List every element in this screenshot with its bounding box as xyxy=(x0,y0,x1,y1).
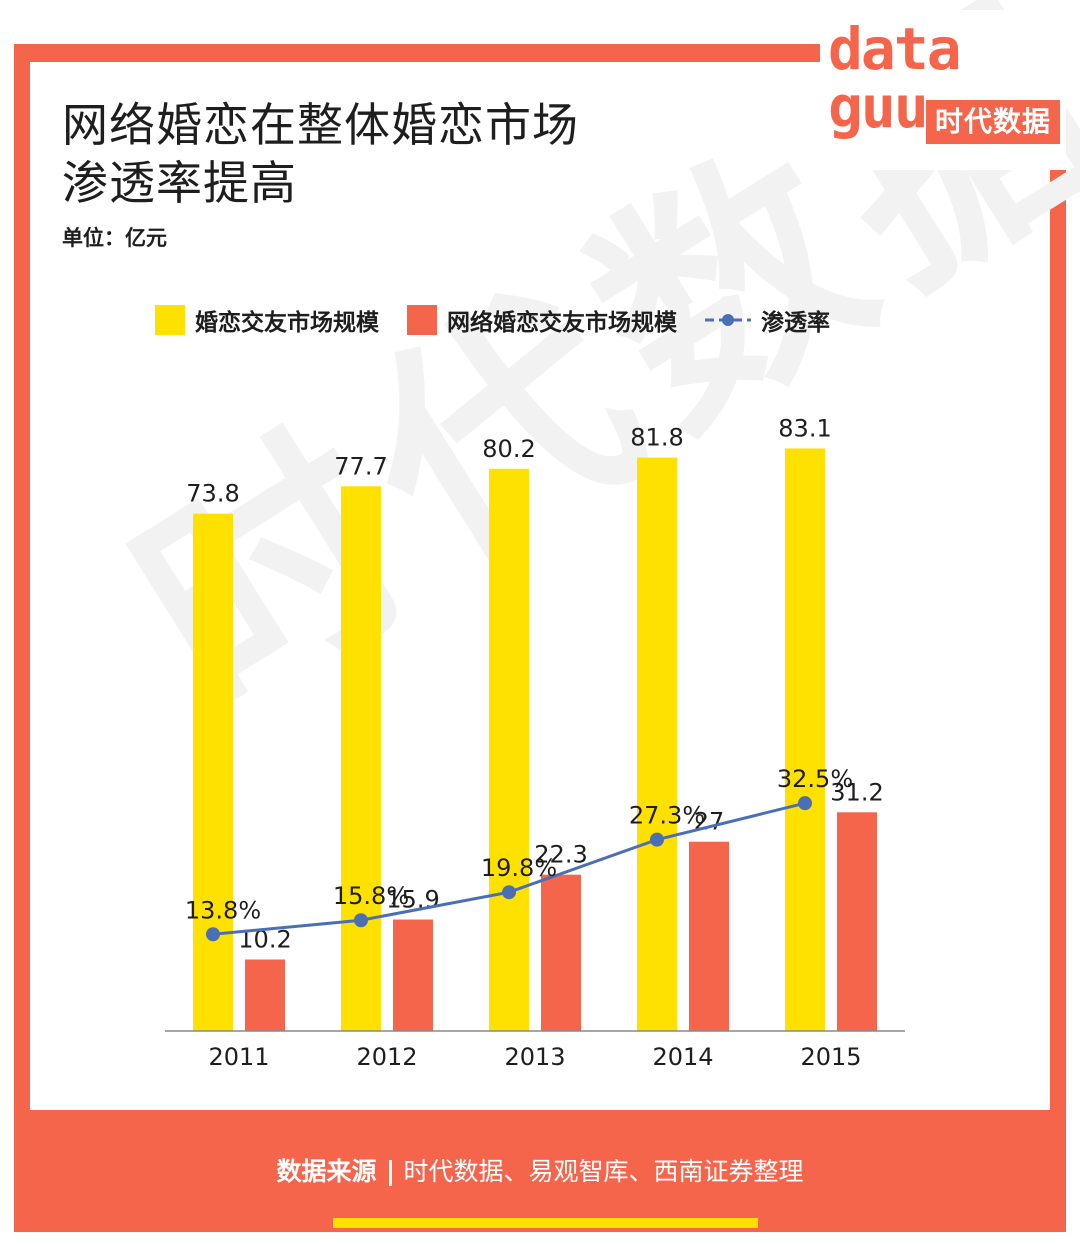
bar-total-2015 xyxy=(785,448,825,1031)
legend-label-rate: 渗透率 xyxy=(761,310,830,336)
rate-label-2015: 32.5% xyxy=(777,765,853,793)
page-title: 网络婚恋在整体婚恋市场 渗透率提高 xyxy=(62,96,579,212)
footer-source-text: 时代数据、易观智库、西南证券整理 xyxy=(403,1157,804,1186)
legend-swatch-total xyxy=(155,305,185,335)
legend-label-total: 婚恋交友市场规模 xyxy=(195,310,379,336)
data-label-total-2011: 73.8 xyxy=(186,480,239,508)
footer-source-label: 数据来源 xyxy=(276,1157,377,1186)
legend-label-online: 网络婚恋交友市场规模 xyxy=(447,310,677,336)
legend-item-rate: 渗透率 xyxy=(705,303,830,337)
rate-label-2012: 15.8% xyxy=(333,882,409,910)
x-tick-2013: 2013 xyxy=(504,1043,565,1071)
bar-online-2014 xyxy=(689,841,729,1031)
data-label-total-2013: 80.2 xyxy=(482,435,535,463)
brand-logo: data guu 时代数据 xyxy=(820,10,1066,170)
logo-badge: 时代数据 xyxy=(926,100,1060,144)
rate-label-2011: 13.8% xyxy=(185,896,261,924)
data-label-online-2014: 27 xyxy=(694,808,725,836)
title-line-2: 渗透率提高 xyxy=(62,156,297,210)
x-tick-2012: 2012 xyxy=(356,1043,417,1071)
x-tick-2015: 2015 xyxy=(800,1043,861,1071)
rate-label-2014: 27.3% xyxy=(629,802,705,830)
x-tick-2014: 2014 xyxy=(652,1043,713,1071)
rate-point-2014 xyxy=(650,832,664,847)
legend-swatch-online xyxy=(407,305,437,335)
data-label-total-2014: 81.8 xyxy=(630,424,683,452)
bar-total-2012 xyxy=(341,486,381,1031)
bottom-accent-bar xyxy=(333,1218,758,1228)
legend-item-total: 婚恋交友市场规模 xyxy=(155,303,379,337)
rate-point-2015 xyxy=(798,796,812,811)
bar-total-2014 xyxy=(637,457,677,1031)
rate-point-2012 xyxy=(354,913,368,928)
footer-separator xyxy=(388,1160,392,1186)
logo-wordmark: data guu xyxy=(828,15,962,141)
data-label-total-2015: 83.1 xyxy=(778,414,831,442)
data-label-online-2015: 31.2 xyxy=(830,778,883,806)
rate-point-2011 xyxy=(206,927,220,942)
bar-online-2015 xyxy=(837,812,877,1031)
bar-online-2011 xyxy=(245,959,285,1031)
bar-total-2011 xyxy=(193,513,233,1031)
bar-online-2012 xyxy=(393,919,433,1031)
legend-item-online: 网络婚恋交友市场规模 xyxy=(407,303,677,337)
unit-label: 单位：亿元 xyxy=(62,226,167,250)
x-tick-2011: 2011 xyxy=(208,1043,269,1071)
data-label-total-2012: 77.7 xyxy=(334,452,387,480)
data-label-online-2013: 22.3 xyxy=(534,841,587,869)
legend-line-rate-icon xyxy=(705,314,751,326)
title-line-1: 网络婚恋在整体婚恋市场 xyxy=(62,98,579,152)
footer-source: 数据来源 时代数据、易观智库、西南证券整理 xyxy=(0,1152,1080,1188)
logo-word-bottom: guu xyxy=(828,73,929,141)
bar-total-2013 xyxy=(489,468,529,1032)
rate-point-2013 xyxy=(502,885,516,900)
rate-label-2013: 19.8% xyxy=(481,854,557,882)
logo-word-top: data xyxy=(828,15,962,83)
bar-online-2013 xyxy=(541,874,581,1031)
chart-legend: 婚恋交友市场规模 网络婚恋交友市场规模 渗透率 xyxy=(155,302,858,338)
